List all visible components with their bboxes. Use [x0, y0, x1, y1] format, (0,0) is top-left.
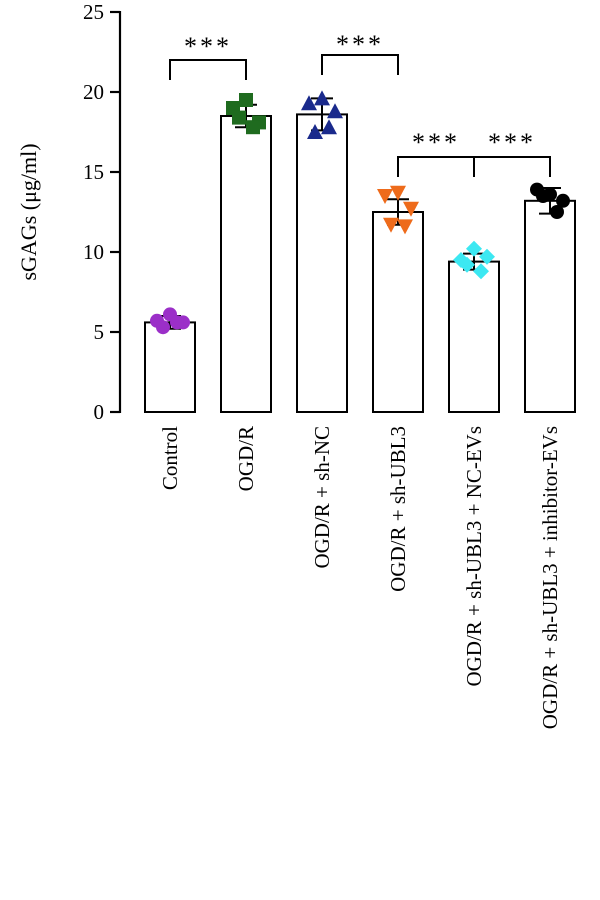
- data-point: [301, 95, 317, 111]
- y-tick-label: 0: [94, 400, 105, 424]
- y-tick-label: 20: [83, 80, 104, 104]
- y-tick-label: 5: [94, 320, 105, 344]
- y-axis-label: sGAGs (μg/ml): [16, 143, 41, 280]
- data-point: [397, 219, 413, 235]
- data-point: [536, 189, 550, 203]
- significance-label: ***: [488, 128, 536, 157]
- x-tick-label: OGD/R + sh-UBL3 + inhibitor-EVs: [538, 426, 562, 729]
- data-point: [314, 90, 330, 106]
- significance-label: ***: [336, 30, 384, 59]
- bar: [448, 260, 500, 413]
- x-tick-label: OGD/R + sh-NC: [310, 426, 334, 569]
- x-tick-label: OGD/R + sh-UBL3: [386, 426, 410, 592]
- y-tick-label: 10: [83, 240, 104, 264]
- significance-bracket: [397, 156, 475, 177]
- y-tick-label: 25: [83, 0, 104, 24]
- x-tick-label: Control: [158, 426, 182, 490]
- data-point: [307, 124, 323, 139]
- significance-label: ***: [184, 32, 232, 61]
- significance-label: ***: [412, 128, 460, 157]
- data-point: [459, 256, 475, 273]
- bar: [220, 115, 272, 413]
- data-point: [403, 201, 419, 217]
- data-point: [556, 193, 570, 208]
- data-point: [327, 103, 343, 119]
- data-point: [239, 93, 253, 107]
- significance-bracket: [169, 59, 247, 80]
- significance-bracket: [473, 156, 551, 177]
- x-tick-label: OGD/R: [234, 426, 258, 491]
- data-point: [383, 217, 399, 233]
- data-point: [479, 248, 495, 265]
- bar: [296, 113, 348, 414]
- data-point: [156, 320, 170, 335]
- y-tick-label: 15: [83, 160, 104, 184]
- significance-bracket: [321, 54, 399, 75]
- data-point: [246, 120, 260, 135]
- data-point: [232, 110, 246, 125]
- bar: [372, 211, 424, 413]
- x-tick-label: OGD/R + sh-UBL3 + NC-EVs: [462, 426, 486, 687]
- data-point: [321, 119, 337, 135]
- data-point: [466, 240, 482, 257]
- data-point: [550, 205, 564, 219]
- data-point: [473, 263, 489, 280]
- data-point: [377, 189, 393, 204]
- bar: [144, 321, 196, 413]
- data-point: [170, 315, 184, 330]
- data-point: [390, 185, 406, 201]
- bar: [524, 199, 576, 413]
